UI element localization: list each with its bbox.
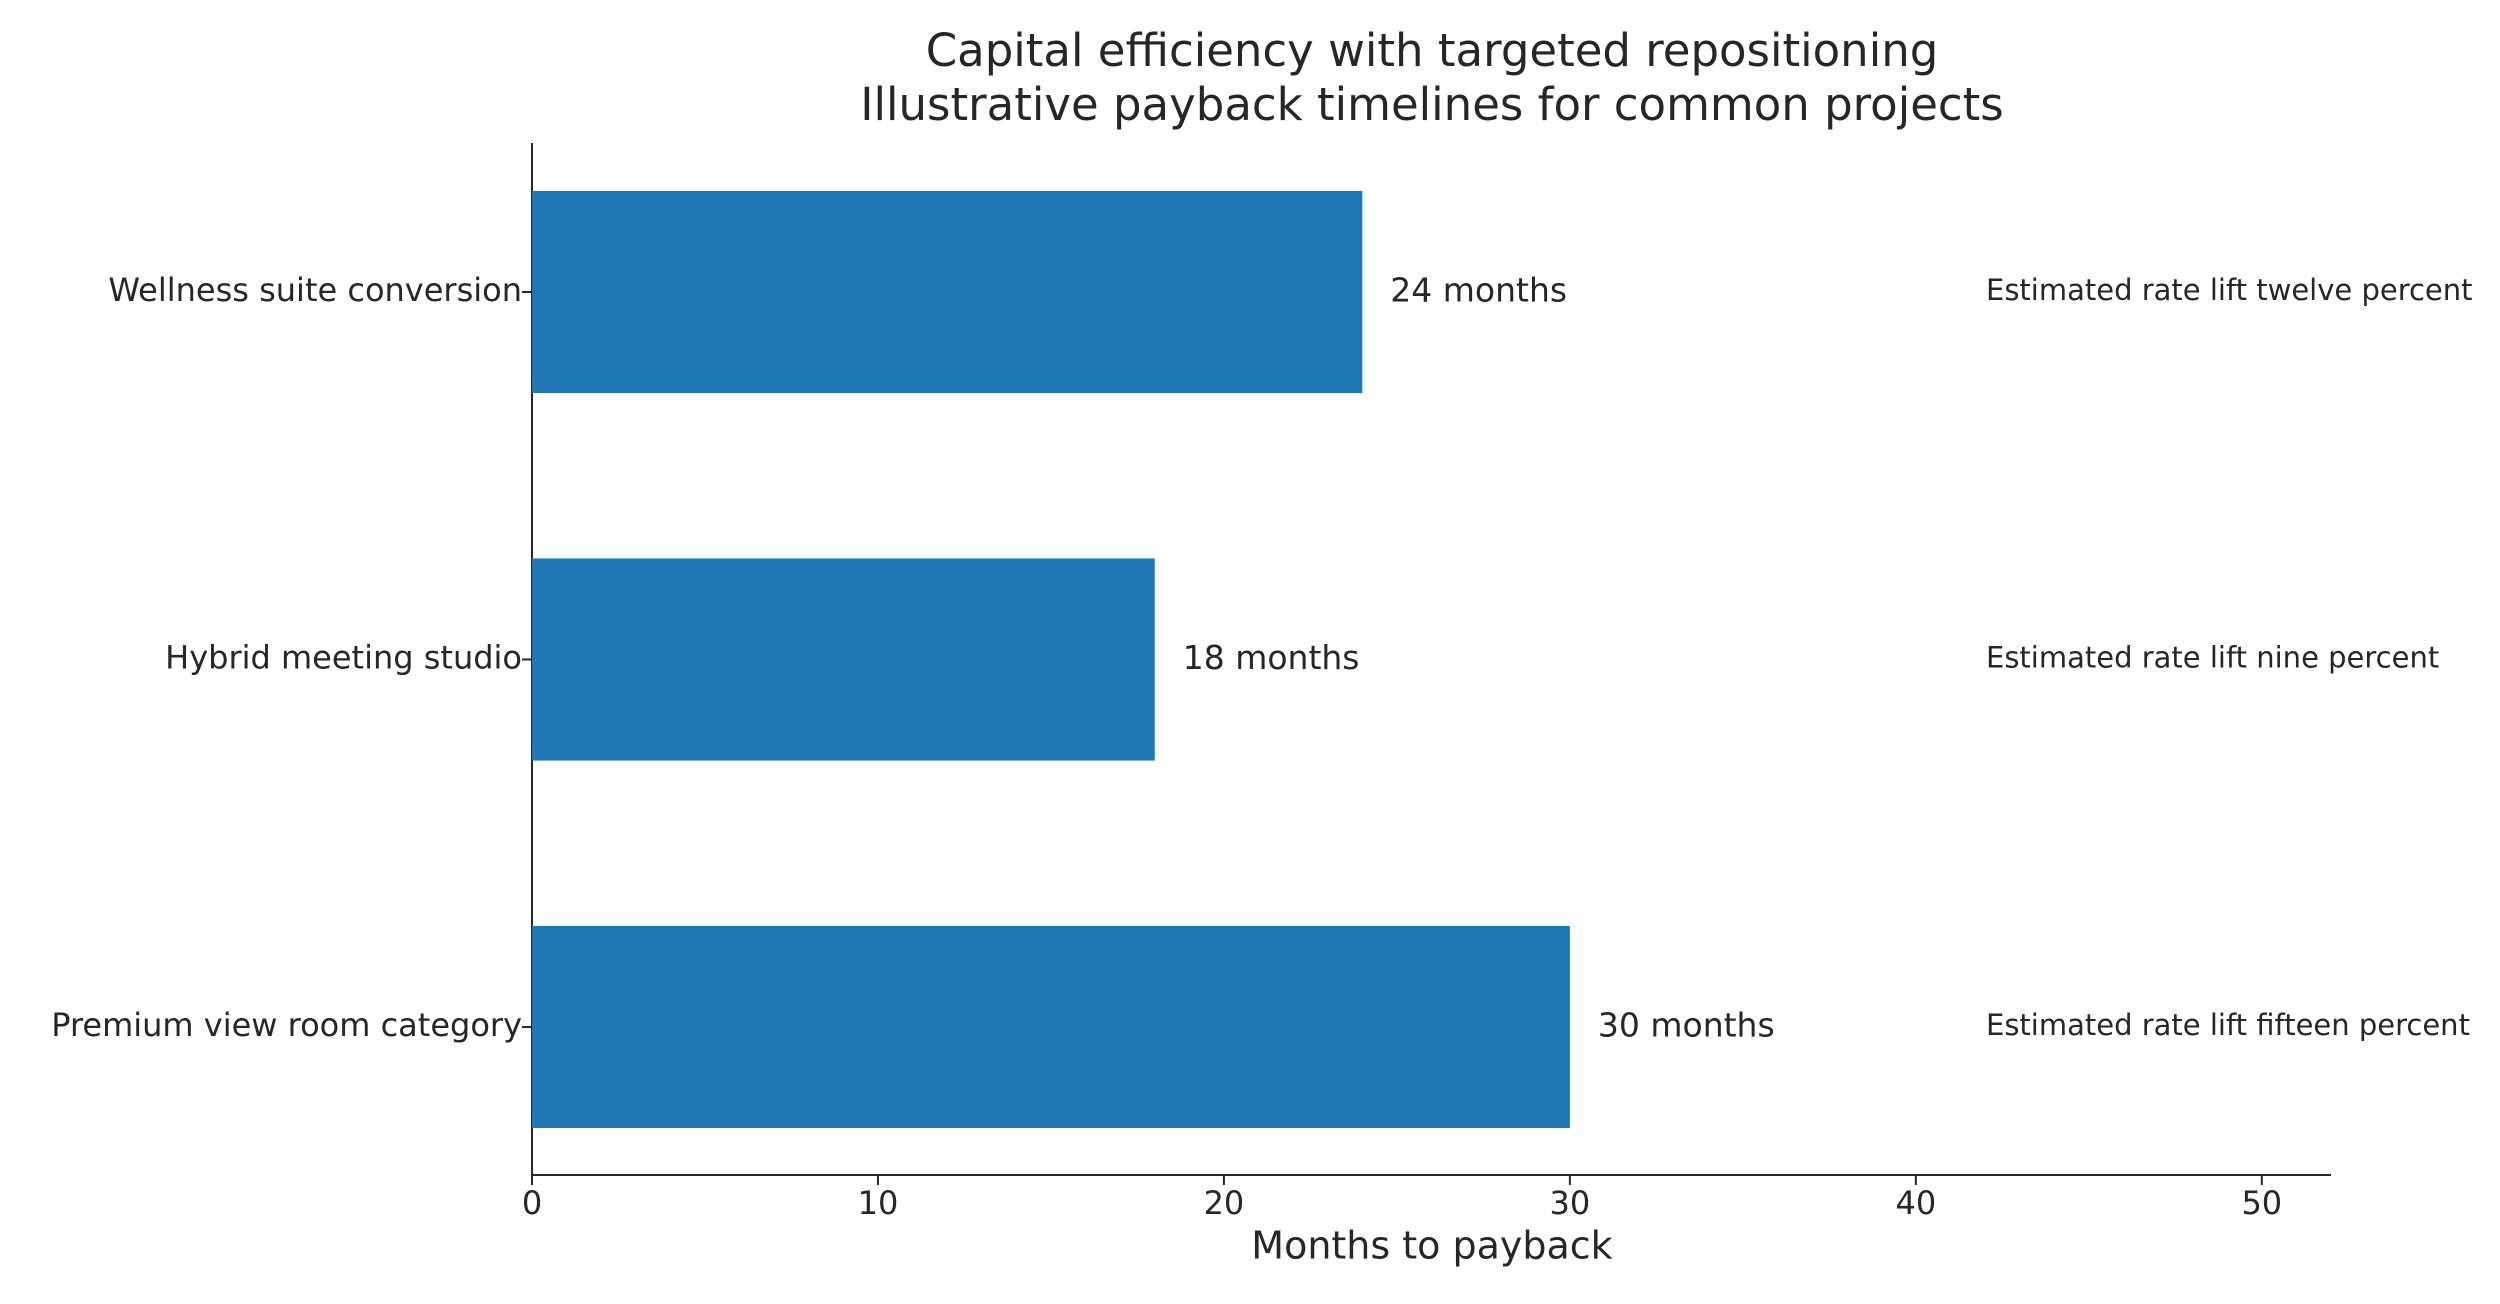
x-axis-label: Months to payback: [1251, 1224, 1612, 1268]
x-tick-label: 20: [1204, 1184, 1245, 1222]
x-tick-label: 30: [1550, 1184, 1591, 1222]
annotation: Estimated rate lift nine percent: [1986, 641, 2439, 675]
bar: [532, 925, 1570, 1129]
x-tick-label: 50: [2241, 1184, 2282, 1222]
y-tick-label: Wellness suite conversion: [108, 271, 522, 309]
annotation: Estimated rate lift twelve percent: [1986, 273, 2473, 307]
value-label: 30 months: [1598, 1006, 1775, 1045]
annotation: Estimated rate lift fifteen percent: [1986, 1008, 2470, 1042]
value-label: 18 months: [1183, 638, 1360, 677]
chart-subtitle: Illustrative payback timelines for commo…: [860, 78, 2003, 131]
x-tick-label: 0: [522, 1184, 542, 1222]
x-tick-label: 40: [1895, 1184, 1936, 1222]
chart-title: Capital efficiency with targeted reposit…: [926, 24, 1939, 77]
y-tick-label: Premium view room category: [51, 1006, 522, 1044]
bar: [532, 190, 1363, 394]
x-tick-label: 10: [858, 1184, 899, 1222]
value-label: 24 months: [1390, 271, 1567, 310]
bar: [532, 558, 1155, 761]
y-tick-label: Hybrid meeting studio: [165, 639, 522, 677]
